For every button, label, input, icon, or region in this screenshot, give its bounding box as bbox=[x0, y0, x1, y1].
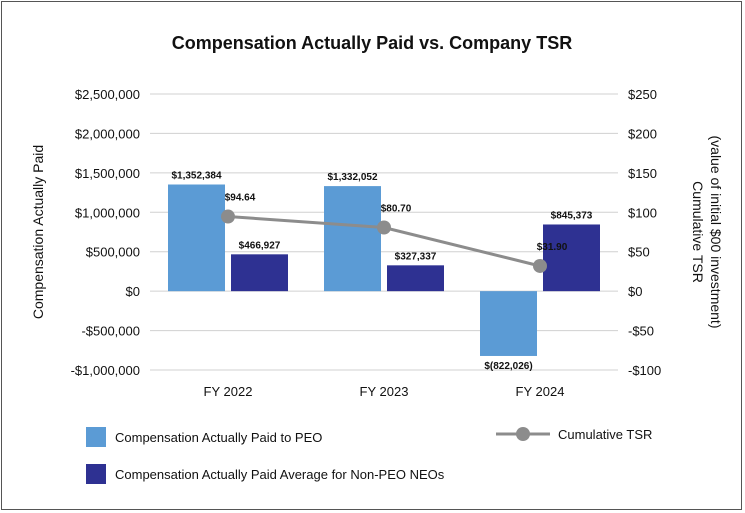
bar-data-label: $845,373 bbox=[551, 210, 593, 221]
y2-tick-label: $150 bbox=[628, 166, 657, 181]
legend-swatch-peo bbox=[86, 427, 106, 447]
tsr-line: $94.64 $80.70 $31.90 bbox=[221, 193, 568, 273]
legend-label-tsr: Cumulative TSR bbox=[558, 427, 652, 442]
tsr-data-label: $94.64 bbox=[225, 193, 256, 204]
bar-data-label: $327,337 bbox=[395, 251, 437, 262]
bar-data-label: $466,927 bbox=[239, 240, 281, 251]
y2-axis-title-line2: (value of initial $00 investment) bbox=[708, 136, 724, 329]
tsr-data-label: $80.70 bbox=[381, 204, 412, 215]
y2-tick-label: -$100 bbox=[628, 363, 661, 378]
bar bbox=[231, 254, 288, 292]
legend-label-neo: Compensation Actually Paid Average for N… bbox=[115, 467, 445, 482]
y2-axis-title-line1: Cumulative TSR bbox=[690, 181, 706, 283]
bar bbox=[168, 184, 225, 292]
legend-label-peo: Compensation Actually Paid to PEO bbox=[115, 430, 322, 445]
x-tick-label: FY 2024 bbox=[516, 384, 565, 399]
tsr-point bbox=[533, 258, 547, 273]
y2-tick-label: $100 bbox=[628, 205, 657, 220]
y-tick-label: $1,500,000 bbox=[75, 166, 140, 181]
tsr-point bbox=[221, 209, 235, 224]
bars: $1,352,384 $466,927 $1,332,052 $327,337 $(82… bbox=[168, 170, 600, 372]
bar-data-label: $1,332,052 bbox=[327, 172, 377, 183]
bar-data-label: $1,352,384 bbox=[171, 170, 221, 181]
legend-marker-tsr bbox=[516, 427, 530, 441]
y-tick-label: $2,000,000 bbox=[75, 126, 140, 141]
x-axis-ticks: FY 2022 FY 2023 FY 2024 bbox=[204, 384, 565, 399]
legend: Compensation Actually Paid to PEO Compens… bbox=[86, 427, 652, 484]
legend-swatch-neo bbox=[86, 464, 106, 484]
x-tick-label: FY 2023 bbox=[360, 384, 409, 399]
y-tick-label: -$500,000 bbox=[81, 324, 140, 339]
y-tick-label: $2,500,000 bbox=[75, 87, 140, 102]
bar bbox=[543, 224, 600, 292]
y2-tick-label: $250 bbox=[628, 87, 657, 102]
x-tick-label: FY 2022 bbox=[204, 384, 253, 399]
y-tick-label: $0 bbox=[126, 284, 140, 299]
y-tick-label: -$1,000,000 bbox=[71, 363, 140, 378]
bar bbox=[324, 186, 381, 292]
y-tick-label: $500,000 bbox=[86, 245, 140, 260]
right-axis-ticks: $250 $200 $150 $100 $50 $0 -$50 -$100 bbox=[628, 87, 661, 378]
y2-tick-label: -$50 bbox=[628, 324, 654, 339]
y2-tick-label: $50 bbox=[628, 245, 650, 260]
y-axis-title: Compensation Actually Paid bbox=[30, 145, 46, 319]
y2-tick-label: $200 bbox=[628, 126, 657, 141]
tsr-data-label: $31.90 bbox=[537, 242, 568, 253]
bar bbox=[387, 265, 444, 292]
chart-title: Compensation Actually Paid vs. Company T… bbox=[172, 33, 572, 53]
tsr-point bbox=[377, 220, 391, 235]
y2-tick-label: $0 bbox=[628, 284, 642, 299]
bar-data-label: $(822,026) bbox=[484, 361, 532, 372]
y-tick-label: $1,000,000 bbox=[75, 205, 140, 220]
left-axis-ticks: $2,500,000 $2,000,000 $1,500,000 $1,000,000… bbox=[71, 87, 140, 378]
bar bbox=[480, 291, 537, 356]
